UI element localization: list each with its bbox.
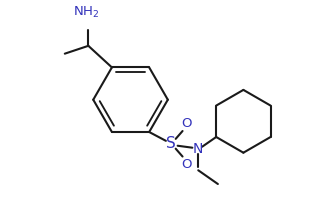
Text: N: N bbox=[193, 142, 204, 156]
Text: S: S bbox=[166, 136, 176, 151]
Text: O: O bbox=[181, 117, 192, 130]
Text: NH$_2$: NH$_2$ bbox=[73, 5, 100, 20]
Text: O: O bbox=[181, 158, 192, 171]
